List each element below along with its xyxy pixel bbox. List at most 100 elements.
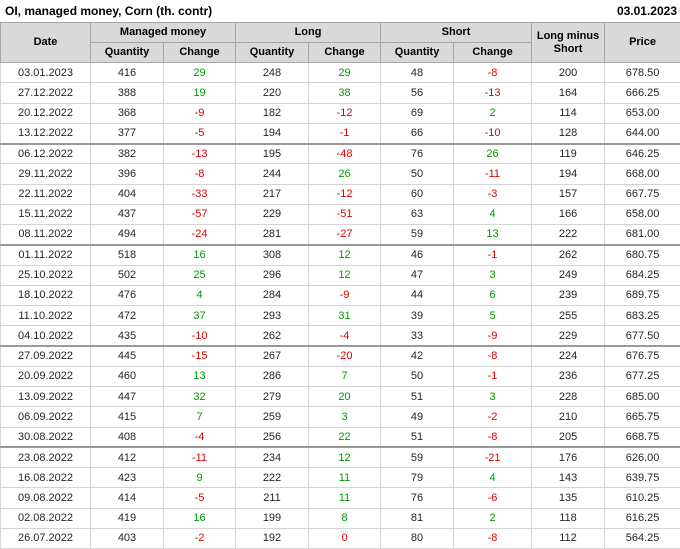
value-cell: 80 <box>381 528 454 548</box>
value-cell: 564.25 <box>605 528 680 548</box>
value-cell: 51 <box>381 427 454 447</box>
change-cell: 9 <box>164 468 236 488</box>
change-cell: -8 <box>454 346 532 366</box>
change-cell: 5 <box>454 306 532 326</box>
date-cell: 26.07.2022 <box>1 528 91 548</box>
change-cell: 3 <box>454 265 532 285</box>
col-header-short-change: Change <box>454 43 532 63</box>
change-cell: -11 <box>454 164 532 184</box>
change-cell: -51 <box>309 204 381 224</box>
col-group-short: Short <box>381 23 532 43</box>
value-cell: 684.25 <box>605 265 680 285</box>
col-header-long-minus-short: Long minus Short <box>532 23 605 63</box>
value-cell: 296 <box>236 265 309 285</box>
titlebar: OI, managed money, Corn (th. contr) 03.0… <box>0 0 680 22</box>
value-cell: 222 <box>236 468 309 488</box>
page-title: OI, managed money, Corn (th. contr) <box>5 4 212 18</box>
col-header-mm-quantity: Quantity <box>91 43 164 63</box>
value-cell: 114 <box>532 103 605 123</box>
value-cell: 678.50 <box>605 63 680 83</box>
col-header-date: Date <box>1 23 91 63</box>
change-cell: 3 <box>454 387 532 407</box>
change-cell: 31 <box>309 306 381 326</box>
value-cell: 667.75 <box>605 184 680 204</box>
date-cell: 08.11.2022 <box>1 225 91 245</box>
change-cell: 2 <box>454 103 532 123</box>
value-cell: 224 <box>532 346 605 366</box>
value-cell: 50 <box>381 366 454 386</box>
value-cell: 135 <box>532 488 605 508</box>
change-cell: -33 <box>164 184 236 204</box>
report-date: 03.01.2023 <box>617 4 677 18</box>
value-cell: 396 <box>91 164 164 184</box>
change-cell: 11 <box>309 488 381 508</box>
change-cell: -10 <box>164 326 236 346</box>
value-cell: 166 <box>532 204 605 224</box>
value-cell: 610.25 <box>605 488 680 508</box>
change-cell: -5 <box>164 488 236 508</box>
value-cell: 42 <box>381 346 454 366</box>
change-cell: 3 <box>309 407 381 427</box>
value-cell: 194 <box>236 123 309 143</box>
value-cell: 128 <box>532 123 605 143</box>
change-cell: 4 <box>454 204 532 224</box>
value-cell: 228 <box>532 387 605 407</box>
value-cell: 249 <box>532 265 605 285</box>
change-cell: -2 <box>454 407 532 427</box>
value-cell: 119 <box>532 144 605 164</box>
value-cell: 217 <box>236 184 309 204</box>
change-cell: -12 <box>309 184 381 204</box>
value-cell: 646.25 <box>605 144 680 164</box>
value-cell: 262 <box>236 326 309 346</box>
cot-table: Date Managed money Long Short Long minus… <box>0 22 680 549</box>
change-cell: -11 <box>164 447 236 467</box>
date-cell: 03.01.2023 <box>1 63 91 83</box>
value-cell: 412 <box>91 447 164 467</box>
value-cell: 60 <box>381 184 454 204</box>
value-cell: 518 <box>91 245 164 265</box>
value-cell: 244 <box>236 164 309 184</box>
value-cell: 262 <box>532 245 605 265</box>
value-cell: 195 <box>236 144 309 164</box>
value-cell: 200 <box>532 63 605 83</box>
change-cell: 2 <box>454 508 532 528</box>
change-cell: -1 <box>454 366 532 386</box>
value-cell: 668.00 <box>605 164 680 184</box>
value-cell: 377 <box>91 123 164 143</box>
value-cell: 234 <box>236 447 309 467</box>
value-cell: 423 <box>91 468 164 488</box>
date-cell: 06.12.2022 <box>1 144 91 164</box>
value-cell: 502 <box>91 265 164 285</box>
value-cell: 689.75 <box>605 285 680 305</box>
date-cell: 01.11.2022 <box>1 245 91 265</box>
change-cell: 11 <box>309 468 381 488</box>
change-cell: 25 <box>164 265 236 285</box>
value-cell: 415 <box>91 407 164 427</box>
value-cell: 49 <box>381 407 454 427</box>
date-cell: 27.12.2022 <box>1 83 91 103</box>
value-cell: 66 <box>381 123 454 143</box>
date-cell: 04.10.2022 <box>1 326 91 346</box>
value-cell: 255 <box>532 306 605 326</box>
change-cell: -1 <box>309 123 381 143</box>
change-cell: 6 <box>454 285 532 305</box>
date-cell: 11.10.2022 <box>1 306 91 326</box>
value-cell: 192 <box>236 528 309 548</box>
value-cell: 279 <box>236 387 309 407</box>
change-cell: -10 <box>454 123 532 143</box>
value-cell: 50 <box>381 164 454 184</box>
value-cell: 616.25 <box>605 508 680 528</box>
value-cell: 143 <box>532 468 605 488</box>
value-cell: 447 <box>91 387 164 407</box>
date-cell: 16.08.2022 <box>1 468 91 488</box>
